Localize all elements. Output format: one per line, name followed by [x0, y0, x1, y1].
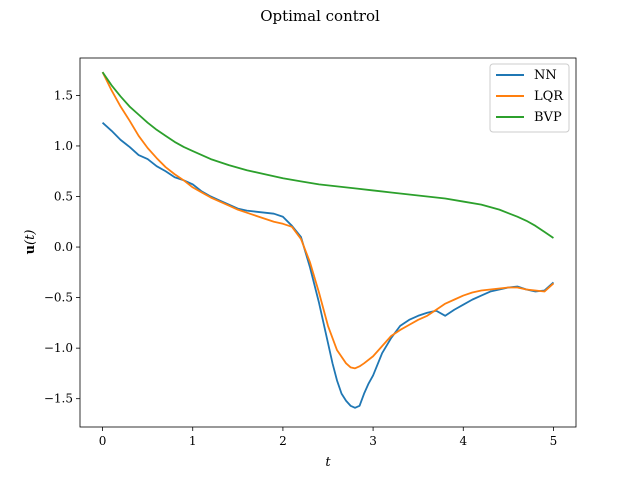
y-tick-label: 0.0 — [54, 240, 73, 254]
series-line-bvp — [101, 71, 554, 239]
legend-label-bvp: BVP — [534, 110, 562, 125]
x-tick-label: 1 — [189, 434, 197, 448]
y-tick-label: −0.5 — [44, 291, 73, 305]
x-tick-label: 4 — [459, 434, 467, 448]
x-tick-label: 3 — [369, 434, 377, 448]
legend-label-lqr: LQR — [534, 89, 564, 104]
legend-label-nn: NN — [534, 68, 557, 83]
series-line-lqr — [101, 71, 555, 370]
axes-frame — [79, 57, 577, 428]
legend-box — [489, 63, 570, 133]
x-axis: 0 1 2 3 4 5 — [99, 427, 558, 448]
y-axis-label-bold: u — [23, 245, 38, 254]
y-tick-label: −1.5 — [44, 392, 73, 406]
chart-title: Optimal control — [260, 7, 380, 25]
y-axis-label-rest: (t) — [23, 230, 38, 245]
y-tick-label: 0.5 — [54, 190, 73, 204]
y-tick-label: 1.5 — [54, 88, 73, 102]
y-axis: −1.5 −1.0 −0.5 0.0 0.5 1.0 1.5 — [44, 88, 80, 406]
y-tick-label: 1.0 — [54, 139, 73, 153]
series-line-nn — [101, 122, 555, 409]
plot-area — [101, 71, 555, 409]
y-tick-label: −1.0 — [44, 341, 73, 355]
y-axis-label: u(t) — [23, 230, 38, 255]
x-axis-label: t — [325, 455, 331, 470]
legend: NN LQR BVP — [489, 63, 570, 133]
x-tick-label: 5 — [550, 434, 558, 448]
x-tick-label: 2 — [279, 434, 287, 448]
x-tick-label: 0 — [99, 434, 107, 448]
